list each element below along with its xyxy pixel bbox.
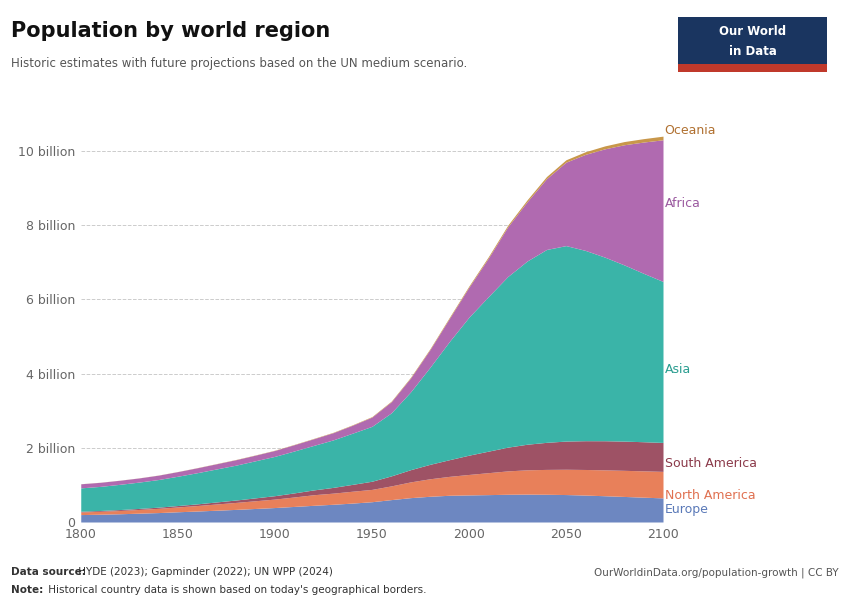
Text: Historical country data is shown based on today's geographical borders.: Historical country data is shown based o… — [45, 585, 427, 595]
Text: HYDE (2023); Gapminder (2022); UN WPP (2024): HYDE (2023); Gapminder (2022); UN WPP (2… — [75, 567, 332, 577]
Text: Data source:: Data source: — [11, 567, 86, 577]
Text: Africa: Africa — [665, 197, 700, 209]
Text: Population by world region: Population by world region — [11, 21, 331, 41]
Text: in Data: in Data — [728, 44, 777, 58]
Text: Note:: Note: — [11, 585, 43, 595]
Text: Our World: Our World — [719, 25, 786, 38]
Text: North America: North America — [665, 489, 756, 502]
Text: South America: South America — [665, 457, 756, 470]
Text: Europe: Europe — [665, 503, 709, 517]
Text: Historic estimates with future projections based on the UN medium scenario.: Historic estimates with future projectio… — [11, 57, 468, 70]
Text: OurWorldinData.org/population-growth | CC BY: OurWorldinData.org/population-growth | C… — [594, 567, 839, 577]
Text: Oceania: Oceania — [665, 124, 717, 137]
Text: Asia: Asia — [665, 364, 691, 376]
